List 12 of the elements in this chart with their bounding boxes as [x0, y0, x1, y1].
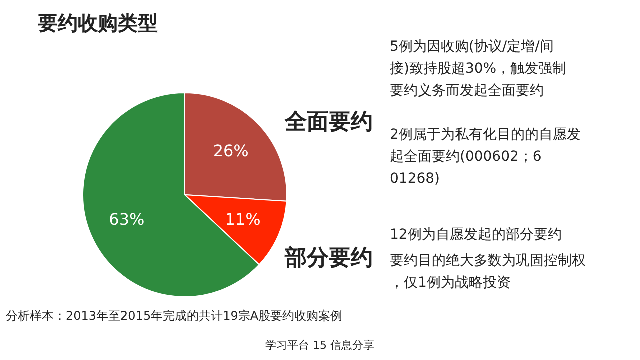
text: 部分要约 — [284, 245, 373, 271]
data-label: 26% — [213, 142, 249, 161]
text: 学习平台 15 信息分享 — [266, 339, 374, 352]
text: 全面要约 — [284, 110, 373, 135]
text: 分析样本：2013年至2015年完成的共计19宗A股要约收购案例 — [6, 309, 343, 323]
text: 要约目的绝大多数为巩固控制权，仅1例为战略投资 — [390, 253, 586, 291]
data-label: 11% — [225, 210, 261, 230]
chart-title: 要约收购类型 — [37, 11, 158, 35]
text: 5例为因收购(协议/定增/间接)致持股超30%，触发强制要约义务而发起全面要约 — [390, 39, 567, 99]
data-label: 63% — [109, 210, 145, 230]
text: 12例为自愿发起的部分要约 — [390, 227, 562, 243]
text: 2例属于为私有化目的的自愿发起全面要约(000602；601268) — [390, 127, 581, 187]
